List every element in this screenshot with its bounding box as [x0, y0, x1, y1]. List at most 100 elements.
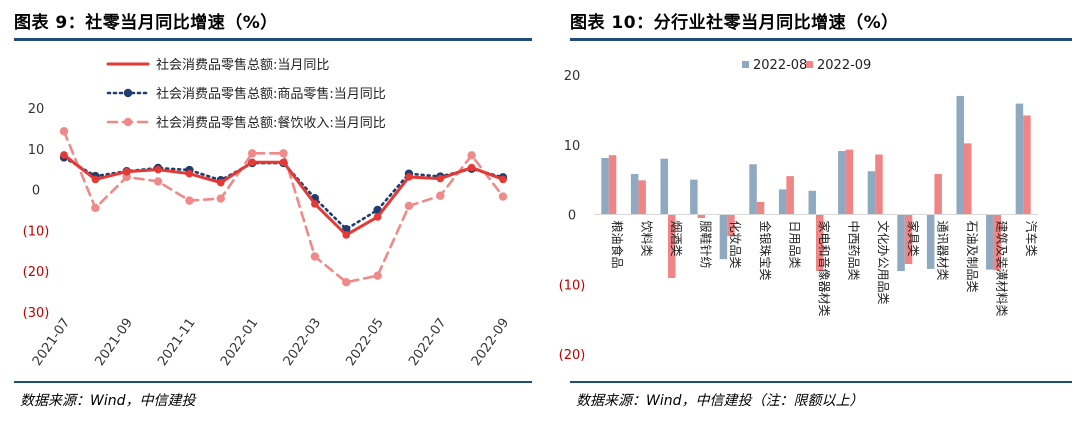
- source-note: 数据来源：Wind，中信建投（注：限额以上）: [576, 393, 864, 409]
- line-chart-panel: 图表 9：社零当月同比增速（%） 20 10 0 (10) (20) (30) 2021-0…: [14, 13, 532, 409]
- bar: [897, 214, 905, 271]
- x-tick-label: 2021-09: [93, 316, 136, 369]
- source-note: 数据来源：Wind，中信建投: [20, 393, 196, 409]
- bar: [808, 190, 816, 215]
- data-point: [247, 149, 257, 158]
- bar: [660, 158, 668, 215]
- bar: [964, 143, 972, 215]
- y-tick-label: 20: [564, 69, 581, 84]
- bar: [690, 179, 698, 215]
- line-chart: 20 10 0 (10) (20) (30)2021-07 2021-09 2021-11 20…: [23, 57, 513, 369]
- y-tick-label: (10): [23, 224, 50, 239]
- category-label: 化妆品类: [728, 221, 742, 269]
- data-point: [248, 158, 256, 167]
- legend-marker: [123, 117, 133, 127]
- category-label: 建筑及装潢材料类: [995, 221, 1010, 317]
- bar: [956, 95, 964, 215]
- data-point: [467, 151, 476, 160]
- bar: [749, 164, 757, 215]
- category-label: 饮料类: [639, 221, 653, 257]
- data-point: [436, 191, 445, 200]
- data-point: [216, 194, 225, 203]
- y-tick-label: (20): [23, 265, 50, 280]
- x-tick-label: 2022-07: [406, 316, 449, 369]
- source-rule: [570, 381, 1072, 383]
- category-label: 家具类: [906, 221, 921, 257]
- data-point: [91, 203, 100, 213]
- data-point: [59, 127, 69, 136]
- bar: [993, 214, 1002, 271]
- x-tick-label: 2022-09: [469, 316, 512, 369]
- bar: [867, 171, 876, 215]
- bar: [778, 189, 787, 215]
- category-label: 烟酒类: [669, 221, 683, 257]
- category-label: 家电和音像器材类: [817, 221, 832, 317]
- bar: [838, 151, 846, 215]
- title-rule: [14, 38, 532, 41]
- series-line: [62, 129, 505, 284]
- bar: [668, 214, 676, 278]
- legend-label: 社会消费品零售总额:当月同比: [156, 57, 329, 73]
- legend-swatch: [742, 61, 749, 68]
- data-point: [185, 169, 194, 178]
- data-point: [185, 196, 194, 205]
- bar: [845, 149, 854, 215]
- bar: [697, 214, 706, 218]
- data-point: [342, 278, 351, 287]
- category-label: 金银珠宝类: [758, 221, 773, 281]
- bar: [630, 174, 639, 215]
- source-rule: [14, 381, 532, 383]
- category-label: 石油及制品类: [965, 221, 979, 293]
- bar: [986, 214, 994, 270]
- bar: [875, 154, 883, 215]
- data-point: [310, 252, 320, 261]
- bar: [926, 214, 935, 269]
- data-point: [404, 201, 414, 211]
- bar: [608, 155, 617, 215]
- bar: [601, 158, 609, 215]
- bar: [1015, 103, 1024, 215]
- bar: [934, 174, 942, 215]
- bar: [719, 214, 728, 260]
- legend-label: 2022-09: [817, 58, 871, 73]
- y-tick-label: (10): [559, 278, 586, 293]
- legend-label: 2022-08: [753, 58, 807, 73]
- y-tick-label: (20): [559, 348, 586, 363]
- data-point: [91, 175, 100, 184]
- bar: [756, 201, 765, 215]
- bar-chart-panel: 图表 10：分行业社零当月同比增速（%） 20 10 0 (10) (20) 2022-0…: [556, 0, 1080, 423]
- title-rule: [570, 38, 1072, 41]
- bar-chart: 20 10 0 (10) (20) 2022-08 2022-09 粮油食品 饮料类 烟酒类 服鞋针…: [559, 58, 1040, 363]
- category-label: 汽车类: [1024, 221, 1039, 257]
- category-label: 文化办公用品类: [876, 221, 891, 305]
- bar: [638, 180, 646, 215]
- y-tick-label: (30): [23, 306, 50, 321]
- legend-marker: [123, 88, 133, 98]
- x-tick-label: 2021-11: [155, 316, 198, 369]
- x-tick-label: 2022-03: [281, 316, 324, 369]
- y-tick-label: 0: [32, 184, 40, 199]
- y-tick-label: 10: [28, 143, 45, 158]
- x-tick-label: 2022-01: [218, 316, 261, 369]
- bar: [727, 214, 735, 237]
- data-point: [467, 163, 476, 172]
- category-label: 粮油食品: [610, 221, 625, 269]
- category-label: 服鞋针纺: [699, 221, 714, 269]
- chart-title: 图表 10：分行业社零当月同比增速（%）: [570, 13, 899, 33]
- x-tick-label: 2021-07: [30, 316, 73, 369]
- bar: [816, 214, 824, 271]
- data-point: [216, 178, 225, 187]
- data-point: [373, 213, 382, 221]
- data-point: [154, 165, 162, 174]
- data-point: [499, 175, 507, 184]
- category-label: 中西药品类: [847, 221, 862, 281]
- y-tick-label: 0: [568, 209, 576, 224]
- data-point: [279, 149, 288, 158]
- bar: [904, 214, 913, 265]
- category-label: 日用品类: [787, 221, 801, 269]
- data-point: [405, 173, 413, 181]
- bar: [1023, 115, 1031, 215]
- legend-label: 社会消费品零售总额:商品零售:当月同比: [156, 86, 386, 102]
- y-tick-label: 20: [28, 102, 45, 117]
- data-point: [373, 271, 382, 280]
